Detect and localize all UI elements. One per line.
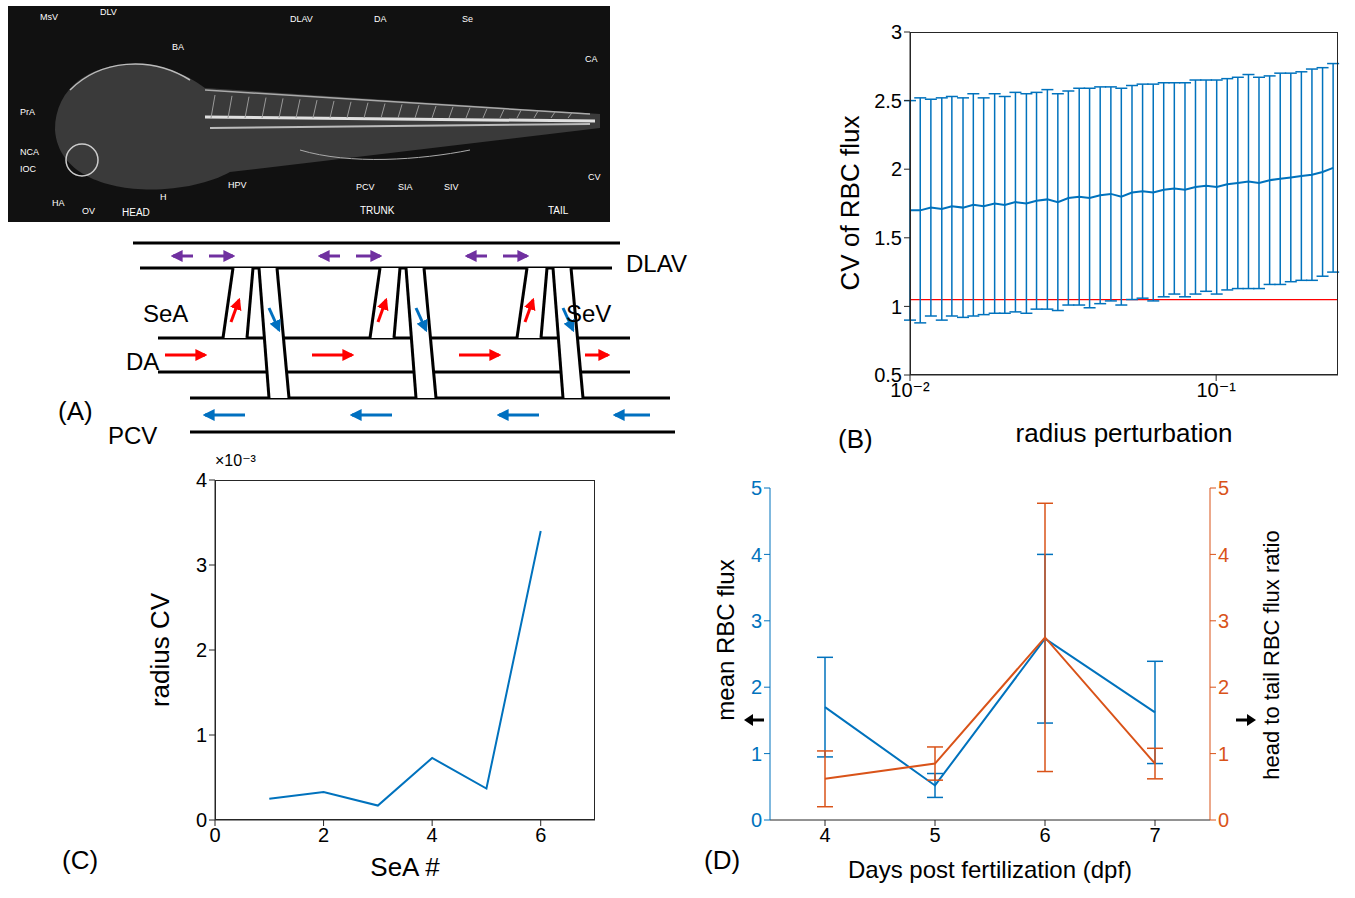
svg-text:IOC: IOC [20, 164, 37, 174]
svg-text:1: 1 [751, 743, 762, 765]
svg-text:3: 3 [1218, 610, 1229, 632]
html-text:(C): (C) [62, 845, 99, 875]
svg-text:2: 2 [196, 639, 207, 661]
svg-text:5: 5 [1218, 477, 1229, 499]
svg-text:(A): (A) [58, 396, 93, 426]
html-text:head to tail RBC flux ratio: head to tail RBC flux ratio [1259, 530, 1284, 780]
svg-text:SeA: SeA [143, 300, 188, 327]
svg-text:1: 1 [891, 296, 902, 318]
svg-text:1: 1 [1218, 743, 1229, 765]
svg-text:4: 4 [751, 544, 762, 566]
svg-text:1: 1 [196, 724, 207, 746]
svg-text:4: 4 [427, 824, 438, 846]
svg-text:2: 2 [318, 824, 329, 846]
html-text:mean RBC flux: mean RBC flux [712, 559, 739, 721]
svg-text:H: H [160, 192, 167, 202]
svg-text:2: 2 [1218, 676, 1229, 698]
svg-text:HA: HA [52, 198, 65, 208]
svg-text:4: 4 [1218, 544, 1229, 566]
html-text:(B): (B) [838, 424, 873, 454]
html-text:Days post fertilization (dpf): Days post fertilization (dpf) [847, 856, 1133, 883]
svg-text:10⁻¹: 10⁻¹ [1196, 379, 1236, 401]
svg-text:NCA: NCA [20, 147, 39, 157]
svg-text:5: 5 [929, 824, 940, 846]
svg-text:4: 4 [819, 824, 830, 846]
svg-text:3: 3 [891, 21, 902, 43]
svg-text:3: 3 [751, 610, 762, 632]
svg-text:3: 3 [196, 554, 207, 576]
svg-text:CA: CA [585, 54, 598, 64]
svg-text:TAIL: TAIL [548, 205, 569, 216]
svg-text:PrA: PrA [20, 107, 35, 117]
svg-text:2.5: 2.5 [874, 90, 902, 112]
svg-text:DA: DA [374, 14, 387, 24]
svg-text:HPV: HPV [228, 180, 247, 190]
html-text:SeA #: SeA # [370, 852, 440, 882]
svg-text:0: 0 [751, 809, 762, 831]
svg-text:6: 6 [535, 824, 546, 846]
html-text:CV of RBC flux: CV of RBC flux [834, 115, 865, 291]
html-text:radius perturbation: radius perturbation [1015, 418, 1233, 448]
svg-text:6: 6 [1039, 824, 1050, 846]
svg-text:DLV: DLV [100, 7, 117, 17]
svg-text:PCV: PCV [356, 182, 375, 192]
svg-text:0: 0 [1218, 809, 1229, 831]
svg-text:4: 4 [196, 469, 207, 491]
svg-text:DLAV: DLAV [626, 250, 687, 277]
svg-text:Se: Se [462, 14, 473, 24]
svg-text:MsV: MsV [40, 12, 58, 22]
svg-text:OV: OV [82, 206, 95, 216]
svg-text:DLAV: DLAV [290, 14, 313, 24]
svg-text:TRUNK: TRUNK [360, 205, 395, 216]
svg-text:1.5: 1.5 [874, 227, 902, 249]
html-text:(D): (D) [704, 845, 741, 875]
html-text:×10⁻³: ×10⁻³ [215, 452, 256, 469]
svg-text:SIA: SIA [398, 182, 413, 192]
svg-text:0: 0 [196, 809, 207, 831]
svg-text:SIV: SIV [444, 182, 459, 192]
svg-text:7: 7 [1149, 824, 1160, 846]
svg-text:PCV: PCV [108, 422, 157, 449]
svg-text:2: 2 [751, 676, 762, 698]
svg-text:BA: BA [172, 42, 184, 52]
html-text:radius CV: radius CV [144, 592, 175, 708]
svg-text:DA: DA [126, 348, 159, 375]
svg-text:CV: CV [588, 172, 601, 182]
svg-text:5: 5 [751, 477, 762, 499]
svg-text:HEAD: HEAD [122, 207, 150, 218]
svg-text:SeV: SeV [566, 300, 611, 327]
svg-text:0.5: 0.5 [874, 364, 902, 386]
svg-text:0: 0 [209, 824, 220, 846]
svg-text:2: 2 [891, 158, 902, 180]
svg-text:10⁻²: 10⁻² [890, 379, 930, 402]
